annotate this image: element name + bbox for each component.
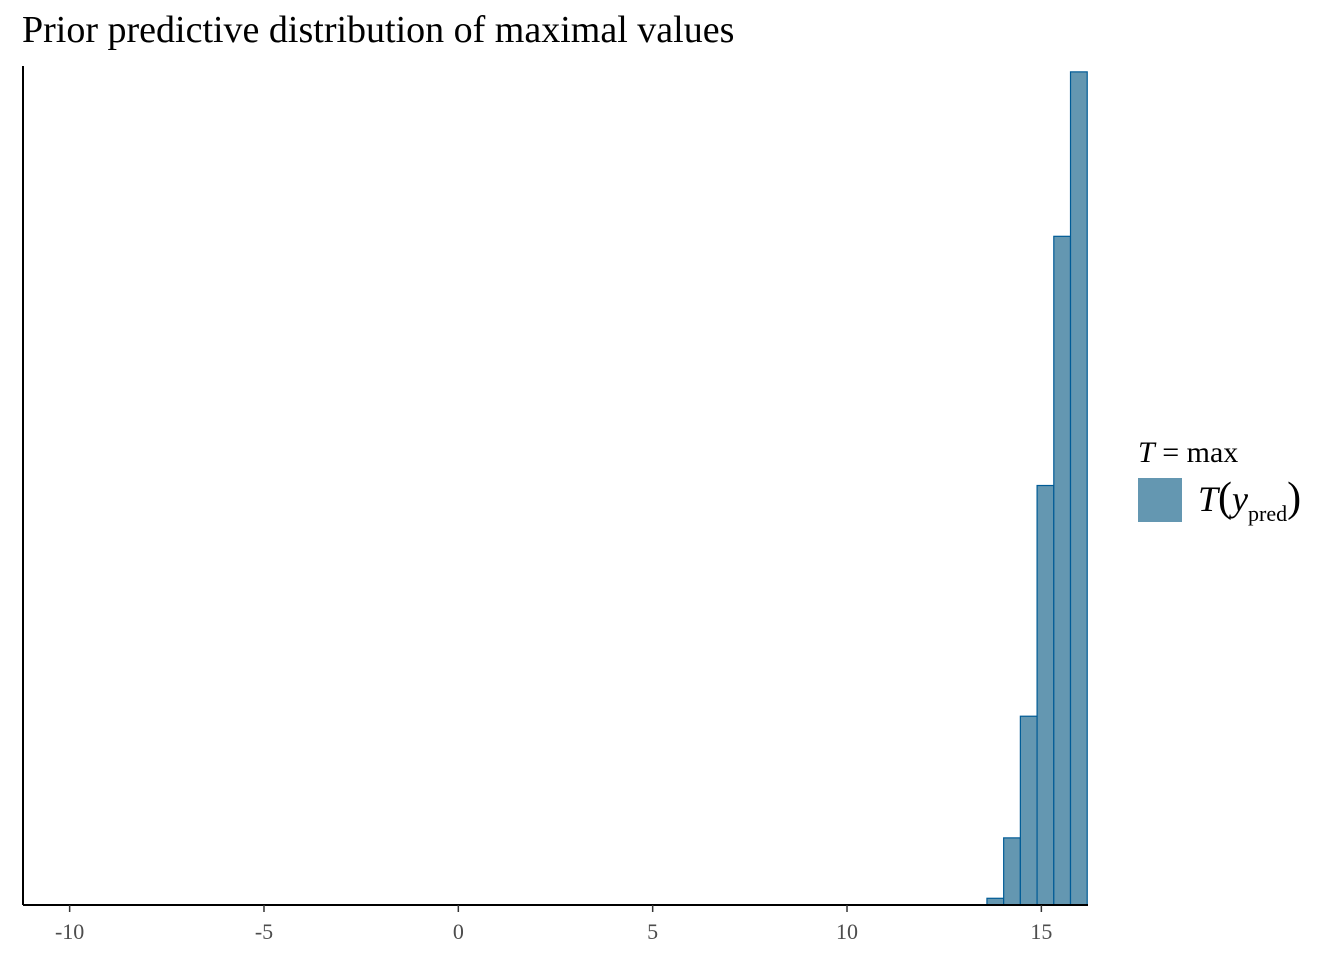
legend-title-symbol: T	[1138, 436, 1155, 469]
histogram-bar	[1003, 837, 1021, 906]
x-tick-label: 5	[647, 919, 658, 944]
legend-label-sub: pred	[1248, 501, 1288, 526]
histogram-bar	[986, 897, 1005, 906]
x-tick-label: 10	[836, 919, 858, 944]
histogram-bar	[1036, 484, 1055, 906]
legend-label-y: y	[1232, 479, 1249, 519]
histogram-bar	[1069, 71, 1088, 906]
x-axis-ticks: -10 -5 0 5 10 15	[55, 905, 1052, 944]
legend-label-T: T	[1198, 479, 1219, 519]
x-tick-label: 15	[1030, 919, 1052, 944]
x-tick-label: 0	[453, 919, 464, 944]
legend-title: T = max	[1138, 436, 1238, 470]
legend-item: T(ypred)	[1138, 475, 1301, 538]
histogram-bars	[986, 71, 1088, 906]
legend-label-open: (	[1218, 475, 1233, 521]
chart-title: Prior predictive distribution of maximal…	[22, 9, 735, 51]
legend: T = max T(ypred)	[1138, 436, 1301, 538]
legend-label-close: )	[1287, 475, 1302, 521]
legend-title-text: = max	[1154, 436, 1239, 469]
legend-swatch	[1138, 478, 1182, 522]
x-tick-label: -10	[55, 919, 84, 944]
x-tick-label: -5	[255, 919, 273, 944]
legend-label: T(ypred)	[1198, 474, 1302, 526]
histogram-bar	[1019, 715, 1038, 906]
histogram-bar	[1053, 235, 1072, 906]
